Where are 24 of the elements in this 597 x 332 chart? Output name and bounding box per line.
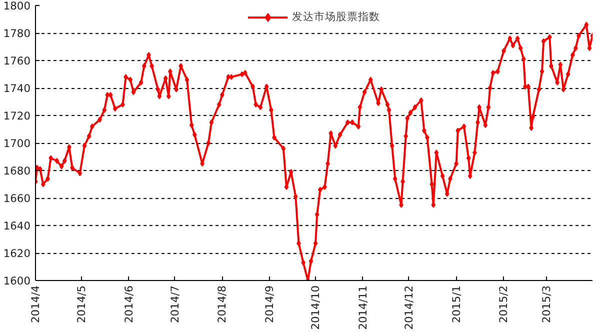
y-tick-label: 1660: [3, 192, 31, 205]
x-tick-label: 2014/5: [74, 285, 88, 323]
legend-label: 发达市场股票指数: [292, 10, 380, 24]
y-tick-label: 1780: [3, 27, 31, 40]
x-tick-label: 2014/4: [29, 285, 42, 323]
x-tick-label: 2015/3: [540, 285, 554, 323]
x-tick-label: 2014/6: [122, 285, 136, 323]
x-tick-label: 2014/12: [402, 285, 416, 330]
x-tick-label: 2015/1: [450, 285, 463, 323]
y-tick-label: 1740: [3, 82, 31, 95]
y-tick-label: 1720: [3, 110, 31, 122]
x-tick-label: 2015/2: [497, 285, 510, 323]
y-tick-label: 1800: [3, 0, 31, 12]
y-tick-label: 1700: [3, 137, 31, 150]
x-tick-label: 2014/10: [309, 285, 322, 330]
x-tick-label: 2014/8: [216, 285, 229, 323]
y-tick-label: 1640: [3, 220, 31, 232]
y-tick-label: 1680: [3, 164, 31, 178]
x-tick-label: 2014/11: [356, 285, 370, 330]
y-tick-label: 1760: [3, 54, 31, 68]
y-tick-label: 1600: [3, 274, 31, 288]
x-tick-label: 2014/7: [168, 285, 182, 323]
y-tick-label: 1620: [3, 247, 31, 260]
x-tick-label: 2014/9: [263, 285, 276, 323]
